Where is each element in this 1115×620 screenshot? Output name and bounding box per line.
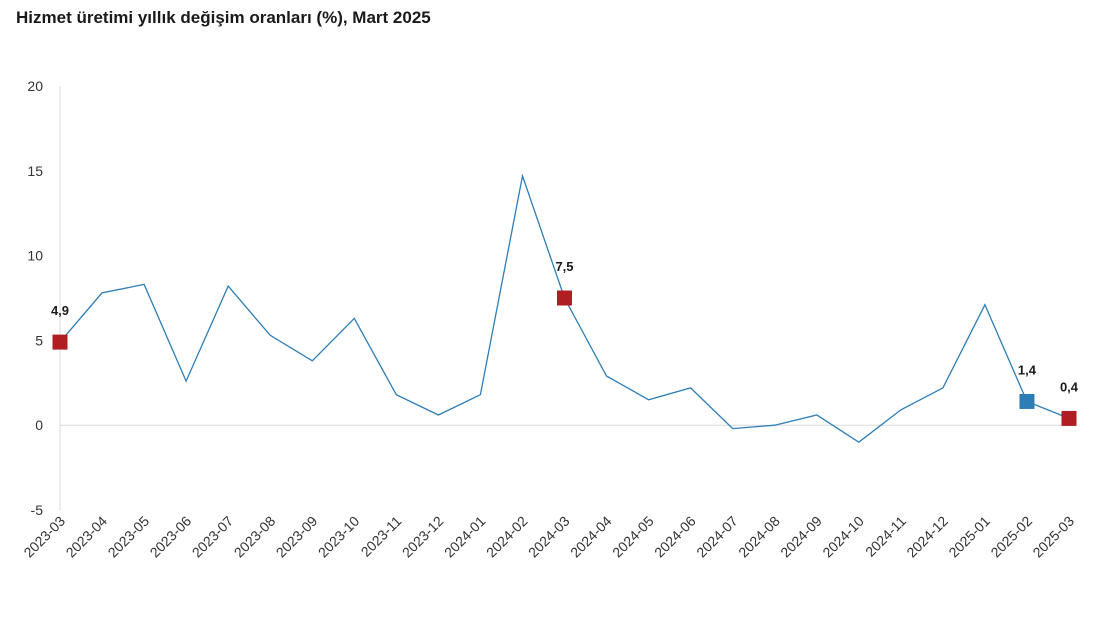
y-tick-label: 5 — [35, 332, 43, 348]
data-label: 0,4 — [1060, 379, 1079, 394]
x-tick-label: 2024-12 — [903, 513, 951, 561]
series-line — [59, 173, 1070, 443]
y-tick-label: 20 — [27, 78, 43, 94]
y-tick-label: 10 — [27, 248, 43, 264]
plot-area: 4,9 7,5 1,4 0,4 — [51, 173, 1079, 443]
y-tick-label: 0 — [35, 417, 43, 433]
x-tick-label: 2024-10 — [819, 513, 867, 561]
chart-title: Hizmet üretimi yıllık değişim oranları (… — [16, 8, 431, 27]
y-tick-label: 15 — [27, 163, 43, 179]
x-tick-label: 2024-05 — [609, 513, 657, 561]
x-tick-label: 2023-03 — [20, 513, 68, 561]
x-tick-label: 2025-01 — [945, 513, 993, 561]
x-tick-label: 2023-11 — [358, 513, 405, 560]
y-tick-label: -5 — [31, 502, 44, 518]
data-label: 1,4 — [1018, 362, 1037, 377]
data-label: 4,9 — [51, 303, 69, 318]
x-tick-label: 2024-08 — [735, 513, 783, 561]
data-point-marker — [557, 290, 572, 306]
x-tick-label: 2024-11 — [862, 513, 909, 560]
x-tick-label: 2024-09 — [777, 513, 825, 561]
x-tick-label: 2023-12 — [399, 513, 447, 561]
data-point-marker — [52, 334, 68, 350]
x-tick-label: 2023-10 — [315, 513, 363, 561]
x-tick-label: 2023-06 — [147, 513, 195, 561]
x-tick-label: 2024-04 — [567, 513, 615, 561]
x-tick-label: 2023-04 — [63, 513, 111, 561]
x-tick-label: 2024-02 — [483, 513, 531, 561]
x-tick-label: 2025-02 — [987, 513, 1035, 561]
y-axis: -5 0 5 10 15 20 — [27, 78, 1069, 518]
x-tick-label: 2024-01 — [441, 513, 489, 561]
data-label: 7,5 — [555, 259, 573, 274]
x-tick-label: 2025-03 — [1029, 513, 1077, 561]
x-tick-label: 2023-09 — [273, 513, 321, 561]
x-axis: 2023-032023-042023-052023-062023-072023-… — [20, 513, 1077, 561]
x-tick-label: 2023-07 — [189, 513, 237, 561]
x-tick-label: 2024-03 — [525, 513, 573, 561]
data-point-marker — [1019, 393, 1035, 409]
x-tick-label: 2024-07 — [693, 513, 741, 561]
x-tick-label: 2023-05 — [105, 513, 153, 561]
data-point-marker — [1061, 410, 1077, 426]
x-tick-label: 2024-06 — [651, 513, 699, 561]
x-tick-label: 2023-08 — [231, 513, 279, 561]
